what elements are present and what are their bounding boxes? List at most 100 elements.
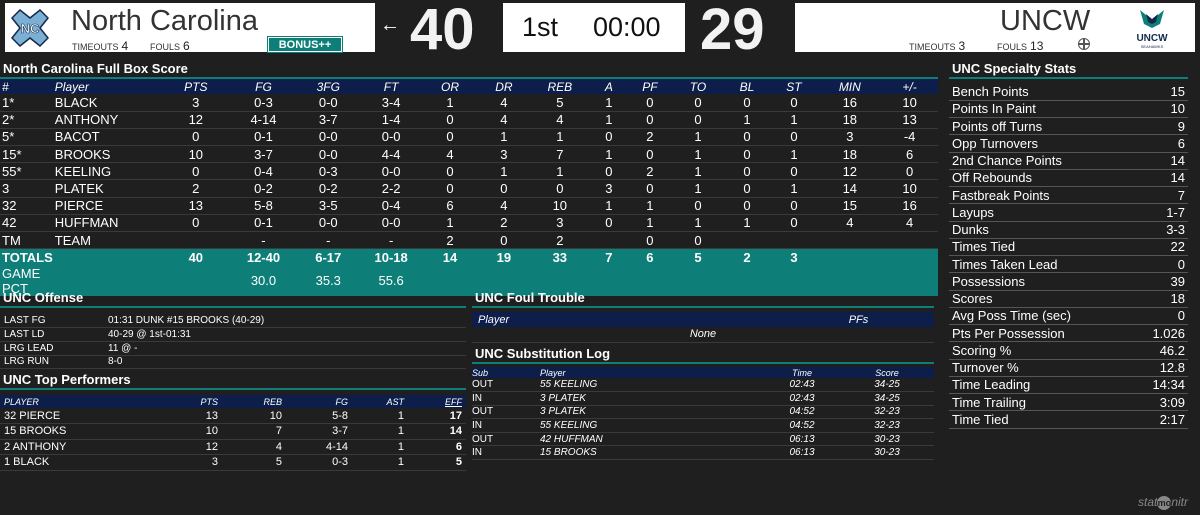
box-cell: 16 — [818, 94, 882, 112]
perf-col-header: PLAYER — [0, 395, 170, 408]
specialty-value: 3:09 — [1134, 393, 1188, 412]
box-cell: 0 — [769, 94, 819, 112]
box-cell: 13 — [161, 197, 231, 215]
pct-cell: 35.3 — [296, 265, 360, 296]
pct-cell — [881, 265, 938, 296]
box-cell: 0-2 — [296, 179, 360, 198]
offense-row: LAST FG 01:31 DUNK #15 BROOKS (40-29) — [0, 314, 466, 329]
box-cell: BACOT — [52, 128, 162, 147]
subs-cell: IN — [472, 445, 540, 461]
perf-cell: 2 ANTHONY — [0, 439, 170, 455]
box-cell: 1-4 — [359, 111, 423, 129]
offense-key: LRG LEAD — [0, 341, 108, 356]
foul-trouble-table: Player PFs None — [472, 312, 934, 343]
box-cell: 0 — [724, 94, 770, 112]
away-team-name: UNCW — [1000, 5, 1091, 37]
specialty-row: Scores 18 — [949, 290, 1188, 308]
box-cell: 10 — [881, 94, 938, 112]
pct-cell: 55.6 — [359, 265, 423, 296]
perf-cell: 1 — [352, 423, 408, 440]
pct-cell — [769, 265, 819, 296]
box-cell: 0 — [422, 179, 478, 198]
offense-value: 8-0 — [108, 355, 466, 370]
box-cell: 4 — [477, 197, 531, 215]
box-cell: 1 — [671, 179, 725, 198]
box-col-header: # — [0, 79, 53, 94]
specialty-row: Times Tied 22 — [949, 238, 1188, 257]
box-cell: 0 — [422, 128, 478, 147]
specialty-value: 7 — [1134, 186, 1188, 205]
box-cell — [724, 231, 770, 250]
offense-table: LAST FG 01:31 DUNK #15 BROOKS (40-29) LAST… — [0, 314, 466, 370]
specialty-label: Points off Turns — [949, 117, 1135, 136]
box-cell: 3-4 — [359, 94, 423, 112]
specialty-value: 39 — [1134, 272, 1188, 291]
box-cell: 3-7 — [296, 111, 360, 129]
substitution-header-row: Sub Player Time Score — [472, 367, 934, 378]
specialty-value: 14 — [1134, 169, 1188, 188]
player-row: 15* BROOKS 10 3-7 0-0 4-4 4 3 7 1 0 1 0 1 18 6 — [0, 145, 938, 164]
subs-cell: IN — [472, 391, 540, 406]
box-cell: 0 — [422, 111, 478, 129]
foul-trouble-panel: UNC Foul Trouble Player PFs None — [472, 290, 934, 343]
specialty-row: Scoring % 46.2 — [949, 341, 1188, 360]
perf-col-header: REB — [222, 395, 286, 408]
substitution-log-title: UNC Substitution Log — [472, 346, 934, 364]
specialty-value: 2:17 — [1134, 410, 1188, 429]
specialty-stats-title: UNC Specialty Stats — [949, 61, 1188, 79]
box-cell: 0 — [671, 94, 725, 112]
perf-cell: 0-3 — [286, 454, 352, 471]
box-cell: 4 — [530, 111, 590, 129]
box-cell: 0 — [477, 231, 531, 250]
perf-cell: 4 — [222, 439, 286, 455]
performer-row: 1 BLACK 3 5 0-3 1 5 — [0, 454, 466, 471]
box-cell: 0-1 — [230, 128, 297, 147]
specialty-label: Time Tied — [949, 410, 1135, 429]
substitution-row: IN 3 PLATEK 02:43 34-25 — [472, 391, 934, 406]
box-cell: 0 — [724, 145, 770, 164]
subs-cell: IN — [472, 418, 540, 433]
pct-cell — [724, 265, 770, 296]
player-row: 32 PIERCE 13 5-8 3-5 0-4 6 4 10 1 1 0 0 0 15 16 — [0, 197, 938, 215]
home-timeouts: TIMEOUTS 4 — [72, 39, 128, 53]
box-cell: 4 — [477, 111, 531, 129]
subs-cell: 30-23 — [840, 445, 934, 461]
period: 1st — [522, 12, 559, 42]
perf-cell: 12 — [170, 439, 222, 455]
home-timeouts-value: 4 — [121, 39, 129, 53]
subs-cell: 55 KEELING — [540, 378, 764, 393]
box-cell: ANTHONY — [52, 111, 162, 129]
specialty-value: 46.2 — [1134, 341, 1188, 360]
perf-cell: 7 — [222, 423, 286, 440]
pct-cell — [161, 265, 231, 296]
box-score-header-row: # Player PTS FG 3FG FT OR DR REB A PF TO BL ST MIN +/- — [0, 79, 938, 94]
substitution-row: IN 55 KEELING 04:52 32-23 — [472, 418, 934, 433]
perf-col-header: AST — [352, 395, 408, 408]
box-cell: 6 — [422, 197, 478, 215]
pct-cell — [628, 265, 672, 296]
totals-cell: 7 — [589, 248, 629, 266]
box-cell: 0 — [422, 162, 478, 181]
subs-cell: 3 PLATEK — [540, 405, 764, 420]
specialty-value: 0 — [1134, 307, 1188, 326]
box-cell: 0-4 — [359, 197, 423, 215]
specialty-row: Time Trailing 3:09 — [949, 393, 1188, 412]
box-cell: BLACK — [52, 94, 162, 112]
box-cell: 4 — [818, 214, 882, 233]
box-score-title: North Carolina Full Box Score — [0, 61, 938, 79]
subs-cell: OUT — [472, 432, 540, 447]
specialty-row: Points off Turns 9 — [949, 117, 1188, 136]
perf-cell: 10 — [170, 423, 222, 440]
subs-cell: 42 HUFFMAN — [540, 432, 764, 447]
substitution-log-table: Sub Player Time Score OUT 55 KEELING 02:43 34-… — [472, 367, 934, 461]
unc-logo-icon: NC — [8, 6, 52, 50]
totals-cell: 12-40 — [230, 248, 297, 266]
pct-cell — [671, 265, 725, 296]
box-col-header: Player — [52, 79, 162, 94]
uncw-logo-subtext: SEAHAWKS — [1141, 44, 1164, 49]
box-cell: BROOKS — [52, 145, 162, 164]
perf-col-header: FG — [286, 395, 352, 408]
box-cell: 7 — [530, 145, 590, 164]
box-cell: 0 — [161, 162, 231, 181]
box-cell: 0-3 — [296, 162, 360, 181]
